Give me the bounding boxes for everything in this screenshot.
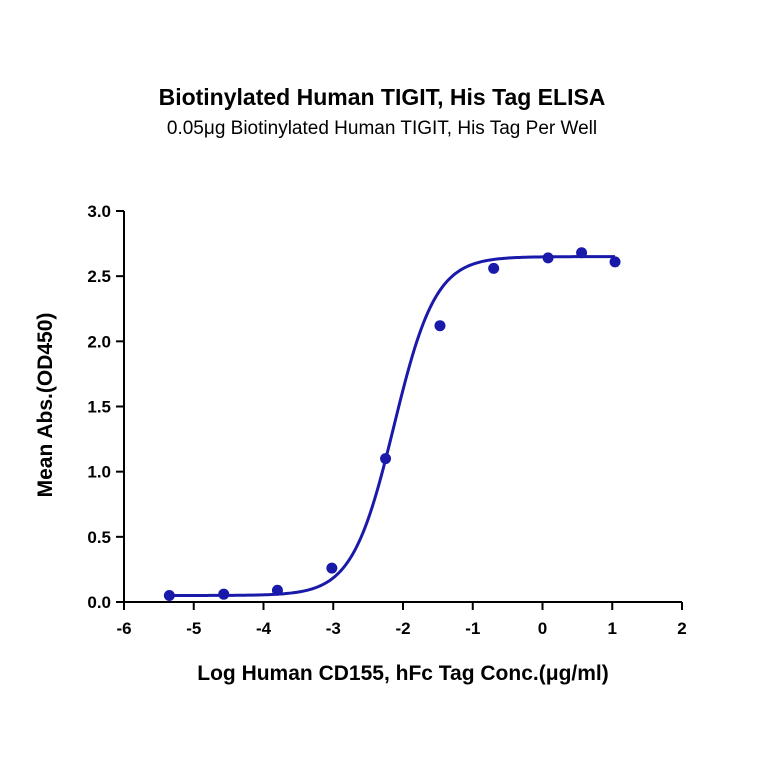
data-point xyxy=(326,562,338,574)
data-point xyxy=(542,252,554,264)
chart-subtitle: 0.05μg Biotinylated Human TIGIT, His Tag… xyxy=(166,118,598,139)
data-point xyxy=(609,256,621,268)
chart-title: Biotinylated Human TIGIT, His Tag ELISA xyxy=(158,84,606,110)
x-tick-label: 2 xyxy=(677,619,686,638)
data-point xyxy=(488,262,500,274)
fit-curve-line xyxy=(169,255,616,597)
y-tick-label: 0.0 xyxy=(87,593,111,612)
data-point xyxy=(380,453,392,465)
data-point xyxy=(163,589,175,601)
y-tick-label: 2.5 xyxy=(87,267,111,286)
x-axis-title: Log Human CD155, hFc Tag Conc.(μg/ml) xyxy=(197,662,608,685)
y-tick-label: 3.0 xyxy=(87,202,111,221)
data-point xyxy=(218,588,230,600)
fit-curve-layer xyxy=(169,255,616,597)
x-tick-label: -4 xyxy=(256,619,272,638)
x-tick-label: -3 xyxy=(326,619,341,638)
x-tick-label: 1 xyxy=(608,619,617,638)
x-tick-label: -1 xyxy=(465,619,480,638)
x-tick-label: -6 xyxy=(116,619,131,638)
y-tick-label: 0.5 xyxy=(87,528,111,547)
x-tick-label: -2 xyxy=(395,619,410,638)
data-point xyxy=(434,320,446,332)
data-point xyxy=(576,247,588,259)
y-axis-title: Mean Abs.(OD450) xyxy=(34,313,57,498)
data-point xyxy=(271,584,283,596)
y-tick-label: 1.5 xyxy=(87,398,111,417)
y-tick-label: 2.0 xyxy=(87,332,111,351)
y-tick-label: 1.0 xyxy=(87,463,111,482)
x-tick-label: -5 xyxy=(186,619,201,638)
data-points-layer xyxy=(163,247,621,601)
chart-axes: 0.0 0.5 1.0 1.5 2.0 2.5 3.0 -6 -5 -4 -3 -2 -1 0 1 2 xyxy=(87,202,686,638)
x-tick-label: 0 xyxy=(538,619,547,638)
